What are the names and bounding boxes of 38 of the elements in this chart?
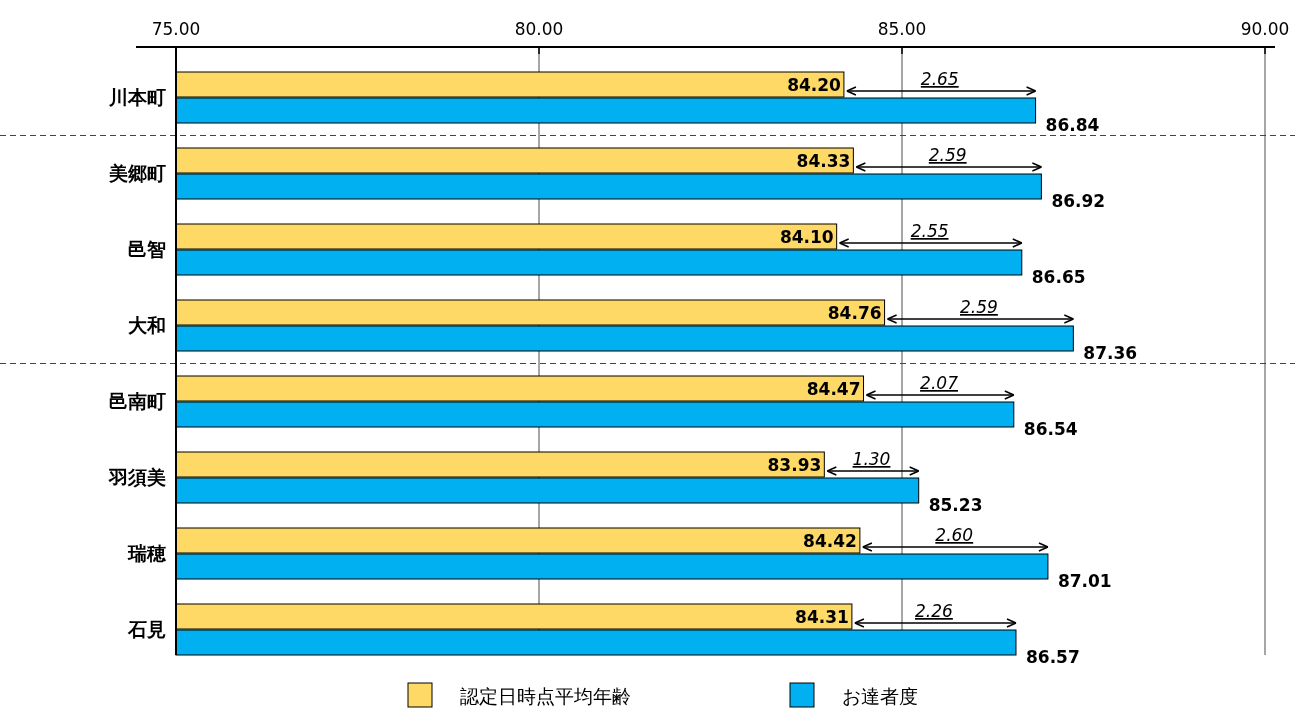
data-label: 86.54 [1023, 419, 1078, 439]
y-tick-label: 美郷町 [108, 162, 166, 184]
data-label: 86.57 [1025, 647, 1080, 667]
y-tick-label: 瑞穂 [127, 542, 167, 564]
annotation: 2.07 [920, 373, 959, 393]
annotation: 2.59 [960, 297, 998, 317]
data-label: 83.93 [767, 455, 822, 475]
data-label: 84.47 [806, 379, 861, 399]
data-label: 86.92 [1051, 191, 1106, 211]
annotation: 2.55 [910, 221, 949, 241]
y-tick-label: 石見 [127, 618, 166, 640]
y-tick-label: 羽須美 [108, 466, 166, 488]
annotation: 2.26 [915, 601, 954, 621]
data-label: 84.76 [827, 303, 882, 323]
data-label: 84.10 [779, 227, 834, 247]
x-tick-label: 90.00 [1240, 19, 1290, 39]
x-tick-label: 80.00 [514, 19, 564, 39]
data-label: 84.20 [787, 75, 842, 95]
data-label: 84.31 [795, 607, 849, 627]
annotation: 1.30 [852, 449, 891, 469]
data-label: 87.36 [1083, 343, 1138, 363]
data-label: 86.84 [1045, 115, 1100, 135]
data-label: 84.33 [796, 151, 851, 171]
legend-label: お達者度 [842, 685, 918, 707]
data-label: 86.65 [1031, 267, 1086, 287]
legend-label: 認定日時点平均年齢 [460, 685, 631, 707]
y-tick-label: 邑智 [128, 238, 166, 260]
annotation: 2.60 [935, 525, 974, 545]
y-tick-label: 邑南町 [109, 390, 166, 412]
data-label: 84.42 [803, 531, 857, 551]
data-label: 87.01 [1057, 571, 1112, 591]
y-tick-label: 川本町 [108, 86, 166, 108]
x-tick-label: 85.00 [877, 19, 927, 39]
x-tick-label: 75.00 [151, 19, 201, 39]
y-tick-label: 大和 [128, 314, 166, 336]
annotation: 2.65 [920, 69, 959, 89]
annotation: 2.59 [928, 145, 967, 165]
data-label: 85.23 [928, 495, 983, 515]
